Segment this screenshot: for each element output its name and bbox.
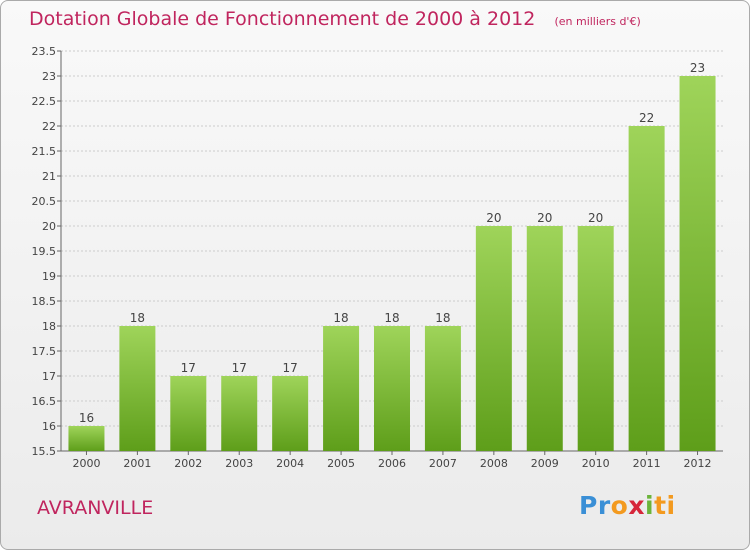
y-tick-label: 17.5	[32, 345, 57, 358]
y-tick-label: 15.5	[32, 445, 57, 458]
data-label: 17	[181, 361, 196, 375]
bar-layer	[68, 76, 716, 451]
y-tick-label: 23.5	[32, 45, 57, 58]
data-label: 18	[130, 311, 145, 325]
x-tick-label: 2002	[174, 457, 202, 470]
x-tick-label: 2007	[429, 457, 457, 470]
chart-title: Dotation Globale de Fonctionnement de 20…	[29, 8, 536, 30]
x-tick-label: 2003	[225, 457, 253, 470]
bar	[475, 226, 512, 451]
x-tick-label: 2006	[378, 457, 406, 470]
data-label: 20	[486, 211, 501, 225]
data-label: 22	[639, 111, 654, 125]
x-tick-label: 2011	[633, 457, 661, 470]
y-tick-label: 20	[42, 220, 56, 233]
x-tick-label: 2005	[327, 457, 355, 470]
data-label: 18	[333, 311, 348, 325]
x-tick-label: 2000	[72, 457, 100, 470]
bar	[170, 376, 207, 451]
logo-part: Pr	[579, 491, 611, 520]
logo-part: i	[644, 491, 655, 520]
x-tick-label: 2008	[480, 457, 508, 470]
logo-part: x	[628, 491, 645, 520]
y-tick-label: 19.5	[32, 245, 57, 258]
y-tick-label: 17	[42, 370, 56, 383]
y-tick-label: 22	[42, 120, 56, 133]
data-label: 20	[537, 211, 552, 225]
data-label: 17	[232, 361, 247, 375]
y-tick-label: 21.5	[32, 145, 57, 158]
chart-subtitle: (en milliers d'€)	[554, 15, 641, 28]
y-tick-label: 18.5	[32, 295, 57, 308]
bar	[68, 426, 105, 451]
y-tick-label: 18	[42, 320, 56, 333]
x-tick-label: 2010	[582, 457, 610, 470]
y-tick-label: 21	[42, 170, 56, 183]
y-tick-label: 16	[42, 420, 56, 433]
bar	[679, 76, 716, 451]
y-tick-label: 20.5	[32, 195, 57, 208]
bar	[221, 376, 258, 451]
bar	[272, 376, 309, 451]
bar	[374, 326, 410, 451]
commune-name: AVRANVILLE	[37, 497, 154, 519]
bar	[323, 326, 360, 451]
data-label: 16	[79, 411, 94, 425]
bar	[628, 126, 665, 451]
x-tick-label: 2004	[276, 457, 304, 470]
y-tick-label: 23	[42, 70, 56, 83]
data-label: 17	[283, 361, 298, 375]
data-label: 20	[588, 211, 603, 225]
x-tick-label: 2001	[123, 457, 151, 470]
logo-part: o	[610, 491, 629, 520]
proxiti-logo[interactable]: Proxiti	[579, 491, 676, 520]
y-tick-label: 19	[42, 270, 56, 283]
bar	[577, 226, 614, 451]
x-tick-label: 2012	[684, 457, 712, 470]
logo-part: ti	[654, 491, 676, 520]
data-label: 18	[435, 311, 450, 325]
y-tick-label: 16.5	[32, 395, 57, 408]
title-row: Dotation Globale de Fonctionnement de 20…	[29, 8, 641, 30]
bar	[119, 326, 156, 451]
data-label: 18	[384, 311, 399, 325]
data-label: 23	[690, 61, 705, 75]
y-tick-label: 22.5	[32, 95, 57, 108]
bar	[526, 226, 563, 451]
x-tick-label: 2009	[531, 457, 559, 470]
bar	[424, 326, 461, 451]
label-layer: 16 18 17 17 17 18 18 18 20 20 20 22 23	[79, 61, 705, 425]
